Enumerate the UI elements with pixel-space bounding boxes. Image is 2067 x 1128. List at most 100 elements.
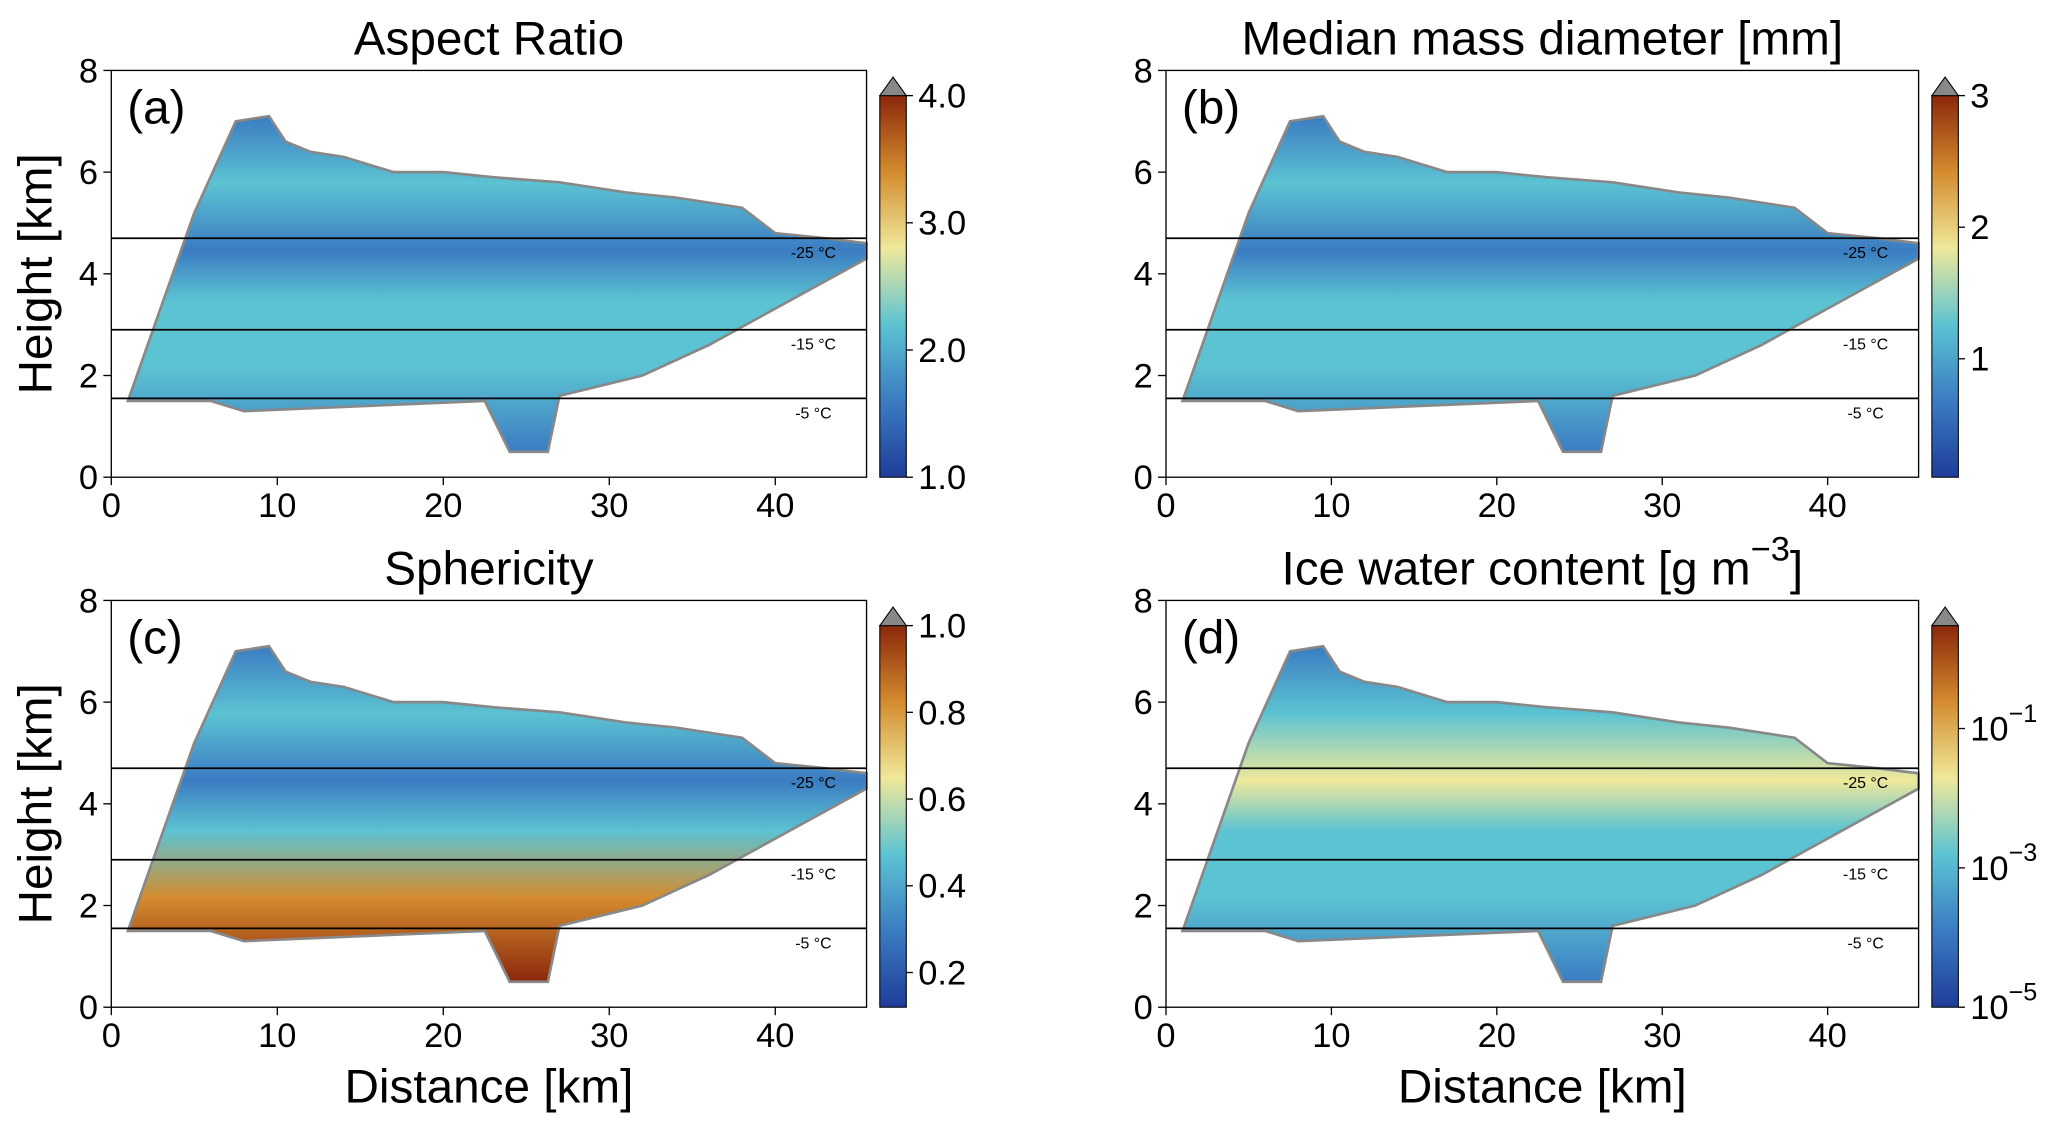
y-tick-label: 8 bbox=[1134, 52, 1153, 90]
y-tick-label: 4 bbox=[1134, 256, 1153, 294]
y-tick-label: 4 bbox=[79, 256, 98, 294]
y-tick-label: 0 bbox=[1134, 459, 1153, 497]
colorbar-tick-label: 0.2 bbox=[918, 954, 966, 992]
title-end: ] bbox=[1790, 543, 1803, 596]
isotherm-label: -25 °C bbox=[1843, 245, 1888, 262]
x-tick-label: 0 bbox=[1156, 487, 1175, 525]
panel-title: Aspect Ratio bbox=[354, 13, 624, 66]
colorbar-tick-label: 1.0 bbox=[918, 608, 966, 646]
title-text: Median mass diameter [mm] bbox=[1242, 13, 1844, 66]
title-text: Sphericity bbox=[384, 543, 594, 596]
isotherm-label: -15 °C bbox=[1843, 867, 1888, 884]
isotherm-label: -25 °C bbox=[791, 245, 836, 262]
colorbar-extend bbox=[1930, 76, 1960, 97]
y-tick-label: 0 bbox=[79, 989, 98, 1027]
x-tick-label: 0 bbox=[1156, 1017, 1175, 1055]
y-tick-label: 8 bbox=[79, 52, 98, 90]
colorbar-tick-label: 0.4 bbox=[918, 868, 966, 906]
panel-label: (a) bbox=[127, 81, 185, 134]
y-axis-label: Height [km] bbox=[10, 153, 63, 394]
panel-title: Median mass diameter [mm] bbox=[1242, 13, 1844, 66]
colorbar-tick-label: 2.0 bbox=[918, 332, 966, 370]
retrieval-field bbox=[1180, 114, 1920, 454]
isotherm-label: -25 °C bbox=[791, 775, 836, 792]
colorbar bbox=[1931, 625, 1959, 1008]
x-tick-label: 40 bbox=[756, 487, 794, 525]
isotherm-label: -5 °C bbox=[1847, 405, 1883, 422]
isotherm-label: -5 °C bbox=[795, 935, 831, 952]
x-tick-label: 40 bbox=[1808, 1017, 1846, 1055]
x-tick-label: 0 bbox=[102, 1017, 121, 1055]
x-tick-label: 30 bbox=[590, 1017, 628, 1055]
title-text: Aspect Ratio bbox=[354, 13, 624, 66]
colorbar bbox=[1931, 95, 1959, 478]
y-tick-label: 6 bbox=[1134, 154, 1153, 192]
x-tick-label: 20 bbox=[1478, 487, 1516, 525]
y-tick-label: 6 bbox=[1134, 684, 1153, 722]
retrieval-field bbox=[126, 644, 868, 984]
x-tick-label: 10 bbox=[258, 1017, 296, 1055]
colorbar-tick-label: 10−3 bbox=[1970, 839, 2037, 888]
colorbar-tick-label: 0.6 bbox=[918, 781, 966, 819]
isotherm-label: -15 °C bbox=[1843, 337, 1888, 354]
x-tick-label: 40 bbox=[1808, 487, 1846, 525]
y-tick-label: 0 bbox=[79, 459, 98, 497]
isotherm-label: -5 °C bbox=[795, 405, 831, 422]
colorbar-tick-label: 1 bbox=[1970, 341, 1989, 379]
tick-base: 10 bbox=[1970, 850, 2008, 888]
colorbar bbox=[879, 625, 907, 1008]
x-tick-label: 10 bbox=[258, 487, 296, 525]
title-exponent: −3 bbox=[1751, 531, 1790, 569]
colorbar-extend bbox=[878, 606, 908, 627]
isotherm-label: -15 °C bbox=[791, 337, 836, 354]
y-tick-label: 4 bbox=[1134, 786, 1153, 824]
tick-exponent: −5 bbox=[2009, 979, 2038, 1007]
isotherm-label: -25 °C bbox=[1843, 775, 1888, 792]
colorbar-tick-label: 3 bbox=[1970, 78, 1989, 116]
y-tick-label: 6 bbox=[79, 154, 98, 192]
y-tick-label: 2 bbox=[79, 357, 98, 395]
title-text: Ice water content [g m bbox=[1281, 543, 1750, 596]
colorbar-tick-label: 2 bbox=[1970, 209, 1989, 247]
x-tick-label: 20 bbox=[1478, 1017, 1516, 1055]
x-tick-label: 30 bbox=[590, 487, 628, 525]
x-axis-label: Distance [km] bbox=[1398, 1061, 1687, 1114]
y-tick-label: 8 bbox=[79, 582, 98, 620]
panel-title: Ice water content [g m−3] bbox=[1281, 531, 1803, 596]
y-axis-label: Height [km] bbox=[10, 683, 63, 924]
y-tick-label: 8 bbox=[1134, 582, 1153, 620]
colorbar-tick-label: 10−5 bbox=[1970, 979, 2037, 1028]
colorbar-extend bbox=[878, 76, 908, 97]
x-tick-label: 40 bbox=[756, 1017, 794, 1055]
y-tick-label: 0 bbox=[1134, 989, 1153, 1027]
x-axis-label: Distance [km] bbox=[344, 1061, 633, 1114]
retrieval-field bbox=[126, 114, 868, 454]
x-tick-label: 10 bbox=[1312, 1017, 1350, 1055]
y-tick-label: 2 bbox=[1134, 887, 1153, 925]
colorbar-tick-label: 3.0 bbox=[918, 205, 966, 243]
y-tick-label: 6 bbox=[79, 684, 98, 722]
tick-exponent: −3 bbox=[2009, 839, 2038, 867]
x-tick-label: 10 bbox=[1312, 487, 1350, 525]
colorbar bbox=[879, 95, 907, 478]
x-tick-label: 0 bbox=[102, 487, 121, 525]
colorbar-tick-label: 10−1 bbox=[1970, 700, 2037, 749]
colorbar-tick-label: 4.0 bbox=[918, 78, 966, 116]
isotherm-label: -15 °C bbox=[791, 867, 836, 884]
tick-exponent: −1 bbox=[2009, 700, 2038, 728]
colorbar-tick-label: 1.0 bbox=[918, 459, 966, 497]
y-tick-label: 2 bbox=[79, 887, 98, 925]
colorbar-tick-label: 0.8 bbox=[918, 694, 966, 732]
isotherm-label: -5 °C bbox=[1847, 935, 1883, 952]
tick-base: 10 bbox=[1970, 989, 2008, 1027]
panel-label: (b) bbox=[1182, 81, 1240, 134]
panel-label: (d) bbox=[1182, 611, 1240, 664]
colorbar-extend bbox=[1930, 606, 1960, 627]
y-tick-label: 2 bbox=[1134, 357, 1153, 395]
x-tick-label: 20 bbox=[424, 487, 462, 525]
panel-title: Sphericity bbox=[384, 543, 594, 596]
x-tick-label: 30 bbox=[1643, 487, 1681, 525]
retrieval-field bbox=[1180, 644, 1920, 984]
